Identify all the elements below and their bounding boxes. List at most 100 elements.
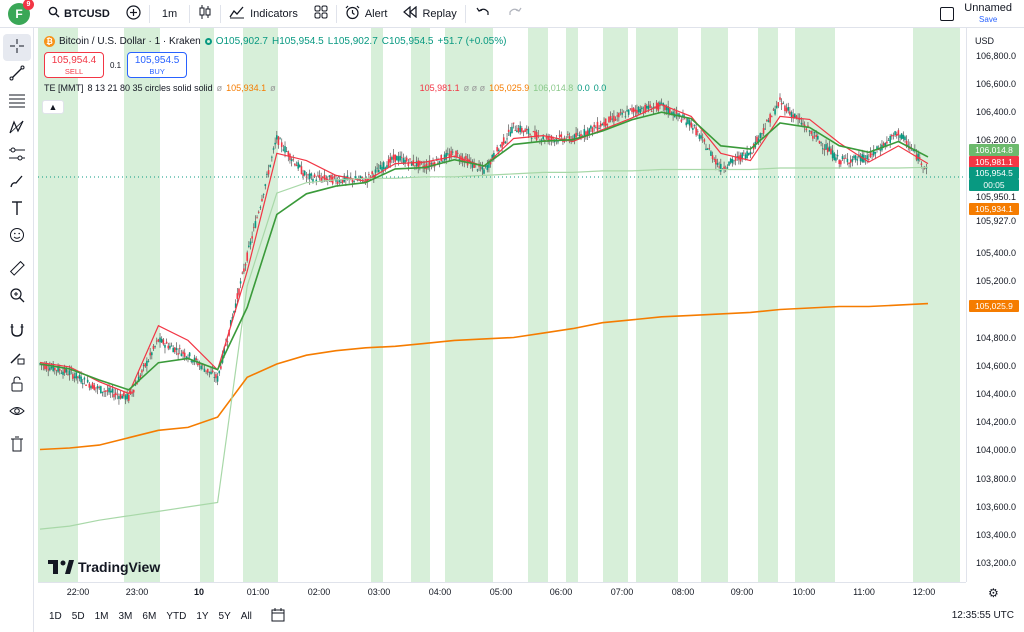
pattern-tool[interactable] — [0, 115, 34, 142]
range-button[interactable]: 1D — [49, 610, 62, 622]
crosshair-tool[interactable] — [3, 34, 31, 61]
candle-body — [206, 368, 209, 373]
candle-body — [815, 135, 817, 137]
range-button[interactable]: YTD — [166, 610, 187, 622]
sell-button[interactable]: 105,954.4 SELL — [44, 52, 104, 78]
candle-body — [675, 111, 678, 114]
candle-body — [690, 122, 692, 128]
candle-body — [621, 112, 623, 115]
compare-button[interactable] — [118, 0, 149, 28]
time-label: 08:00 — [671, 587, 695, 597]
trend-line-tool[interactable] — [0, 61, 34, 88]
alert-button[interactable]: Alert — [337, 0, 396, 28]
candle-body — [443, 154, 446, 161]
templates-button[interactable] — [306, 0, 336, 28]
range-button[interactable]: 3M — [118, 610, 133, 622]
text-tool[interactable] — [0, 196, 34, 223]
candle-body — [282, 149, 285, 151]
candle-body — [498, 149, 500, 152]
candle-body — [195, 358, 198, 361]
lock-drawings-tool[interactable] — [0, 372, 34, 399]
fib-tool[interactable] — [0, 88, 34, 115]
zoom-in-icon — [9, 287, 25, 307]
symbol-search[interactable]: BTCUSD — [40, 0, 118, 28]
candle-body — [552, 138, 554, 140]
time-axis[interactable]: 22:00 23:00 10 01:00 02:00 03:00 04:00 05:00 06:… — [38, 582, 966, 600]
range-button[interactable]: 1M — [94, 610, 109, 622]
divider — [148, 4, 150, 23]
candle-body — [578, 134, 581, 137]
remove-drawings-tool[interactable] — [0, 432, 34, 459]
range-button[interactable]: 1Y — [196, 610, 209, 622]
buy-label: BUY — [149, 67, 165, 76]
replay-button[interactable]: Replay — [395, 0, 464, 28]
candle-body — [114, 392, 117, 395]
candle-body — [851, 158, 854, 162]
session-band — [701, 28, 728, 582]
zoom-tool[interactable] — [0, 283, 34, 310]
utc-clock[interactable]: 12:35:55 UTC — [951, 610, 1014, 621]
price-axis[interactable]: USD 106,800.0 106,600.0 106,400.0 106,200.0… — [966, 28, 1024, 582]
emoji-tool[interactable] — [0, 223, 34, 250]
price-label: 106,400.0 — [975, 107, 1016, 117]
candle-body — [514, 130, 517, 132]
candle-body — [312, 178, 314, 182]
indicator-legend[interactable]: TE [MMT] 8 13 21 80 35 circles solid sol… — [44, 83, 606, 93]
redo-button[interactable] — [500, 0, 530, 28]
candle-body — [667, 106, 669, 114]
candle-body — [113, 394, 115, 398]
drawing-toolbar — [0, 28, 34, 632]
indicators-icon — [229, 5, 245, 22]
price-chart[interactable] — [38, 28, 966, 582]
candle-body — [879, 149, 882, 151]
stay-in-drawing-mode-tool[interactable] — [0, 345, 34, 372]
candle-body — [701, 137, 704, 138]
candle-body — [104, 390, 107, 392]
range-button[interactable]: 6M — [142, 610, 157, 622]
candle-body — [262, 193, 265, 195]
undo-button[interactable] — [466, 0, 500, 28]
candle-body — [128, 394, 130, 401]
candle-body — [599, 123, 602, 127]
indicators-button[interactable]: Indicators — [221, 0, 306, 28]
range-button[interactable]: All — [240, 610, 252, 622]
collapse-legend-button[interactable]: ▲ — [42, 100, 64, 114]
range-button[interactable]: 5D — [71, 610, 85, 622]
candle-body — [251, 236, 253, 239]
chart-type-button[interactable] — [190, 0, 220, 28]
calendar-icon[interactable] — [271, 607, 285, 625]
trash-icon — [10, 436, 24, 456]
candle-body — [844, 157, 847, 159]
brush-tool[interactable] — [0, 169, 34, 196]
alarm-clock-icon — [345, 5, 360, 23]
layout-checkbox-icon[interactable] — [940, 7, 954, 21]
time-label: 10 — [193, 587, 205, 597]
candle-body — [762, 128, 765, 134]
prediction-tool[interactable] — [0, 142, 34, 169]
candle-body — [111, 388, 114, 393]
price-label: 104,600.0 — [975, 361, 1016, 371]
candle-body — [442, 161, 444, 162]
sma-slow-line — [39, 302, 929, 451]
candle-body — [833, 153, 836, 161]
candle-body — [698, 134, 701, 139]
candle-body — [226, 341, 229, 343]
candle-body — [341, 178, 344, 183]
candle-body — [264, 184, 267, 186]
layout-name-button[interactable]: Unnamed Save — [964, 3, 1012, 25]
candle-body — [529, 133, 531, 135]
candle-body — [872, 149, 875, 156]
range-button[interactable]: 5Y — [218, 610, 231, 622]
candle-body — [484, 165, 487, 167]
candle-body — [889, 135, 891, 143]
measure-tool[interactable] — [0, 256, 34, 283]
user-avatar[interactable]: F 9 — [8, 0, 34, 25]
candle-body — [687, 117, 689, 124]
buy-button[interactable]: 105,954.5 BUY — [127, 52, 188, 78]
session-band — [758, 28, 778, 582]
hide-drawings-tool[interactable] — [0, 399, 34, 426]
candle-body — [588, 128, 591, 135]
settings-gear-icon[interactable]: ⚙ — [988, 586, 999, 600]
interval-button[interactable]: 1m — [161, 7, 178, 20]
magnet-tool[interactable] — [0, 318, 34, 345]
